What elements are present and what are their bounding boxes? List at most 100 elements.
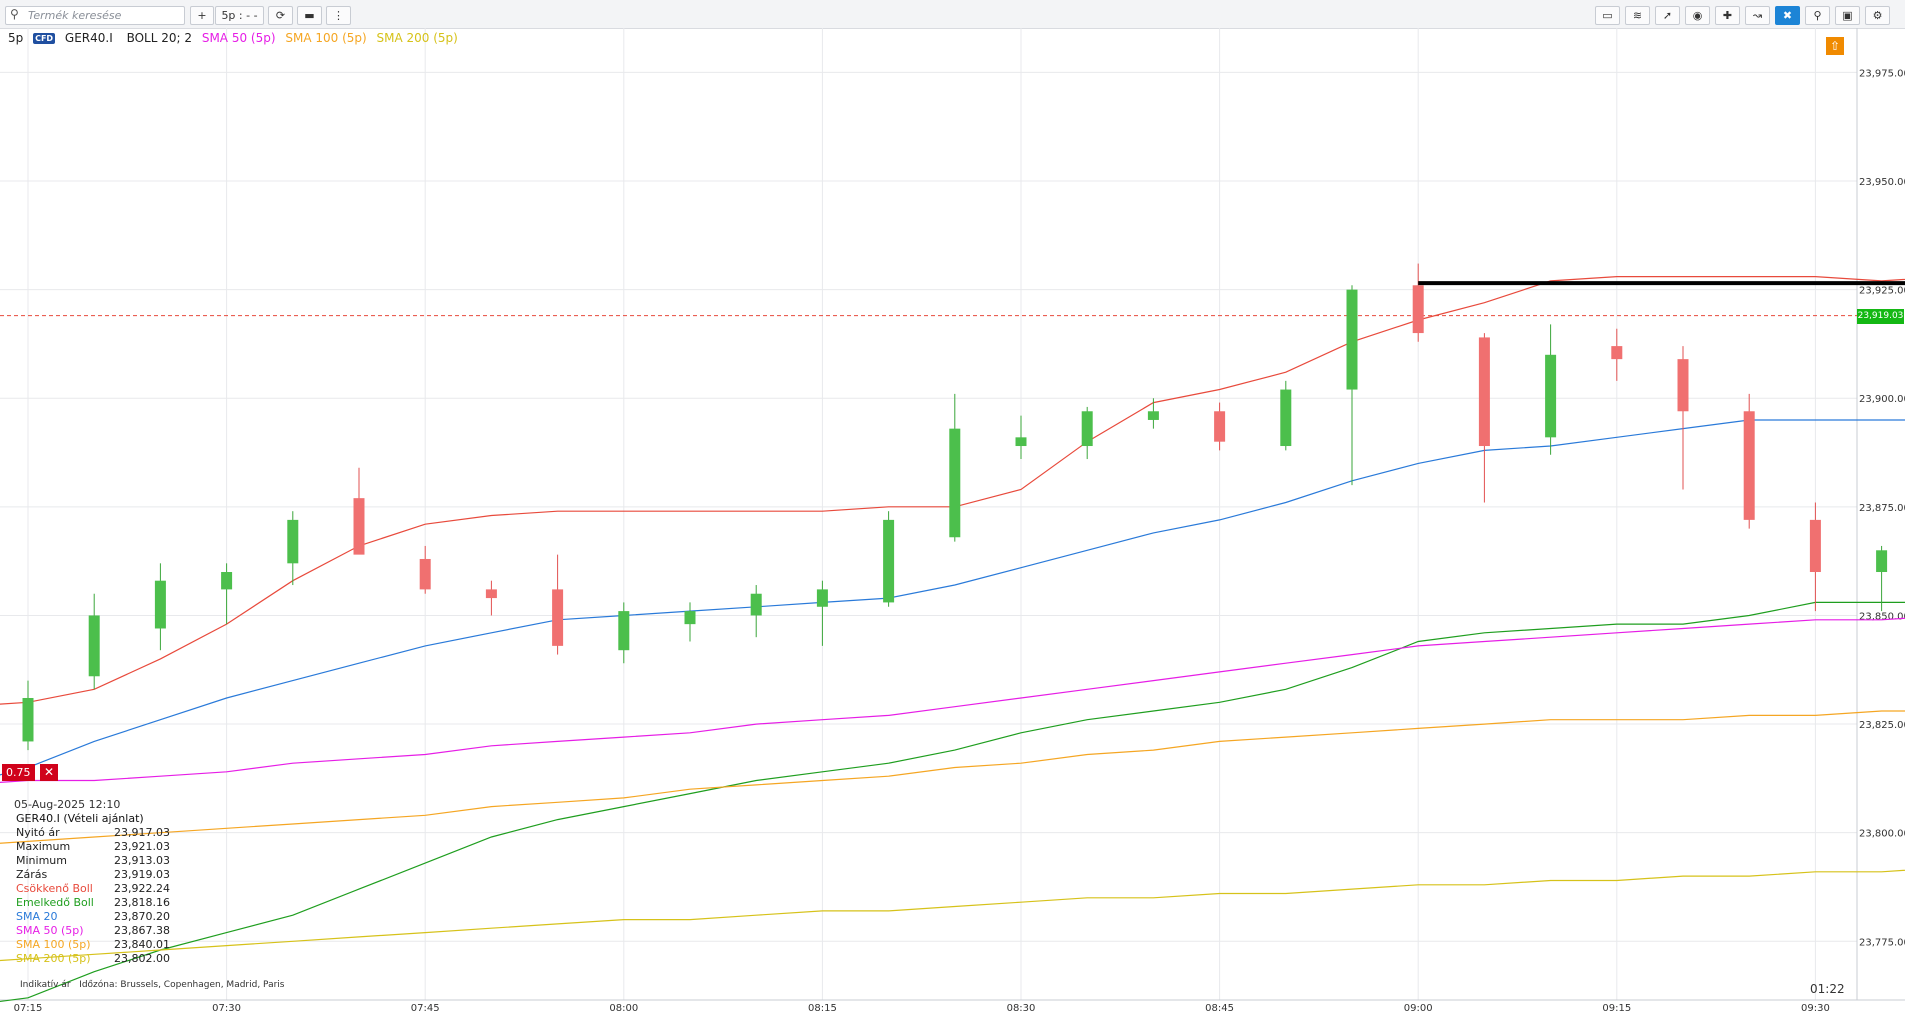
eye-icon[interactable]: ◉ — [1685, 6, 1710, 25]
candle-bullish — [949, 428, 961, 538]
candle-bullish — [154, 580, 166, 629]
info-row-label: Csökkenő Boll — [16, 882, 93, 895]
draw-line-icon[interactable]: ➚ — [1655, 6, 1680, 25]
candle-bullish — [618, 611, 630, 651]
search-placeholder: Termék keresése — [28, 9, 122, 22]
candles-icon[interactable]: ▭ — [1595, 6, 1620, 25]
symbol-label: GER40.I — [64, 31, 113, 45]
footer: Indikatív ár Időzóna: Brussels, Copenhag… — [20, 980, 285, 990]
info-row-value: 23,917.03 — [114, 826, 170, 839]
x-tick-label: 07:30 — [212, 1003, 241, 1014]
sma200-label: SMA 200 (5p) — [376, 31, 458, 45]
indicator-icon[interactable]: ↝ — [1745, 6, 1770, 25]
candle-bullish — [287, 519, 299, 564]
info-title: GER40.I (Vételi ajánlat) — [16, 812, 144, 825]
info-row-value: 23,919.03 — [114, 868, 170, 881]
info-row-label: SMA 20 — [16, 910, 58, 923]
chart-legend: 5p CFD GER40.I BOLL 20; 2 SMA 50 (5p) SM… — [8, 31, 464, 45]
candle-bearish — [1809, 519, 1821, 573]
candle-bearish — [1478, 337, 1490, 447]
candle-bullish — [1545, 354, 1557, 438]
info-row: Emelkedő Boll 23,818.16 — [16, 896, 170, 910]
timezone-label: Időzóna: Brussels, Copenhagen, Madrid, P… — [79, 980, 285, 990]
current-price-label: 23,919.03 — [1857, 308, 1904, 324]
y-tick-label: 23,925.00 — [1859, 286, 1905, 297]
sma100-label: SMA 100 (5p) — [285, 31, 367, 45]
info-row-value: 23,921.03 — [114, 840, 170, 853]
candle-bullish — [684, 611, 696, 625]
x-tick-label: 08:15 — [808, 1003, 837, 1014]
info-date: 05-Aug-2025 12:10 — [14, 798, 121, 811]
indicative-label: Indikatív ár — [20, 980, 71, 990]
y-tick-label: 23,950.00 — [1859, 177, 1905, 188]
info-row-label: Nyitó ár — [16, 826, 60, 839]
zoom-icon[interactable]: ⚲ — [1805, 6, 1830, 25]
y-tick-label: 23,875.00 — [1859, 503, 1905, 514]
info-panel: 05-Aug-2025 12:10 GER40.I (Vételi ajánla… — [14, 798, 170, 966]
period-selector[interactable]: 5p : - - — [215, 6, 264, 25]
crosshair-icon[interactable]: ✚ — [1715, 6, 1740, 25]
y-tick-label: 23,975.00 — [1859, 68, 1905, 79]
close-position-icon[interactable]: ✕ — [40, 764, 58, 781]
candle-bearish — [1611, 346, 1623, 360]
settings-icon[interactable]: ⚙ — [1865, 6, 1890, 25]
candle-bullish — [1346, 289, 1358, 390]
candle-bearish — [1412, 285, 1424, 334]
candle-bullish — [1081, 411, 1093, 447]
y-tick-label: 23,775.00 — [1859, 937, 1905, 948]
candle-bearish — [552, 589, 564, 646]
y-tick-label: 23,800.00 — [1859, 829, 1905, 840]
info-row-label: Emelkedő Boll — [16, 896, 94, 909]
search-input[interactable]: ⚲ Termék keresése — [5, 6, 185, 25]
info-row-value: 23,802.00 — [114, 952, 170, 965]
candle-bullish — [22, 697, 34, 742]
candle-bearish — [1214, 411, 1226, 442]
refresh-icon[interactable]: ⟳ — [268, 6, 293, 25]
add-button[interactable]: + — [190, 6, 214, 25]
y-tick-label: 23,825.00 — [1859, 720, 1905, 731]
search-icon: ⚲ — [10, 7, 19, 21]
info-row: Zárás 23,919.03 — [16, 868, 170, 882]
info-row-label: Maximum — [16, 840, 71, 853]
x-tick-label: 09:30 — [1801, 1003, 1830, 1014]
sma50-line — [0, 617, 1905, 783]
info-row-value: 23,922.24 — [114, 882, 170, 895]
info-row-value: 23,870.20 — [114, 910, 170, 923]
candle-bullish — [1015, 437, 1027, 447]
candle-bearish — [485, 589, 497, 599]
candle-bearish — [1743, 411, 1755, 520]
candle-bullish — [1876, 550, 1888, 573]
x-tick-label: 07:15 — [14, 1003, 43, 1014]
candle-bearish — [419, 558, 431, 590]
info-row: SMA 100 (5p) 23,840.01 — [16, 938, 170, 952]
info-row: SMA 200 (5p) 23,802.00 — [16, 952, 170, 966]
info-row: Maximum 23,921.03 — [16, 840, 170, 854]
arrow-up-icon[interactable]: ⇧ — [1826, 37, 1844, 55]
sma100-line — [0, 710, 1905, 844]
info-row: SMA 20 23,870.20 — [16, 910, 170, 924]
candle-bearish — [1677, 359, 1689, 412]
x-tick-label: 09:15 — [1602, 1003, 1631, 1014]
camera-icon[interactable]: ▣ — [1835, 6, 1860, 25]
info-row-label: Zárás — [16, 868, 48, 881]
cross-cursor-icon[interactable]: ✖ — [1775, 6, 1800, 25]
interval-label: 5p — [8, 31, 24, 45]
more-vert-icon[interactable]: ⋮ — [326, 6, 351, 25]
layout-icon[interactable]: ▬ — [297, 6, 322, 25]
position-value-badge[interactable]: 0.75 — [2, 764, 35, 781]
info-row: Csökkenő Boll 23,922.24 — [16, 882, 170, 896]
y-tick-label: 23,850.00 — [1859, 611, 1905, 622]
chart-type-icon[interactable]: ≋ — [1625, 6, 1650, 25]
candle-bullish — [750, 593, 762, 616]
candle-bullish — [1147, 411, 1159, 420]
info-row-value: 23,913.03 — [114, 854, 170, 867]
candle-bullish — [883, 519, 895, 603]
candle-bullish — [88, 615, 100, 677]
info-row-label: SMA 50 (5p) — [16, 924, 84, 937]
info-row-label: SMA 200 (5p) — [16, 952, 91, 965]
info-row-label: Minimum — [16, 854, 67, 867]
x-tick-label: 08:45 — [1205, 1003, 1234, 1014]
sma200-line — [0, 869, 1905, 962]
y-tick-label: 23,900.00 — [1859, 394, 1905, 405]
